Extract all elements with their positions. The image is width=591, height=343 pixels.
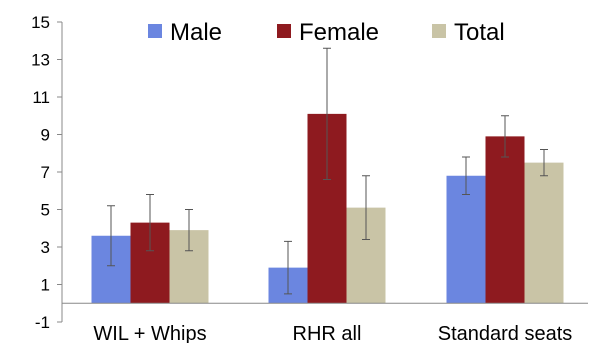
bar-male-2	[446, 175, 486, 304]
x-category-label: Standard seats	[438, 323, 573, 343]
y-tick-label: 13	[31, 51, 50, 70]
bar-total-2	[524, 162, 564, 304]
y-tick-label: 7	[41, 163, 50, 182]
y-tick-label: 15	[31, 13, 50, 32]
legend-label-total: Total	[454, 19, 505, 46]
x-category-label: WIL + Whips	[93, 323, 206, 343]
y-tick-label: -1	[35, 313, 50, 332]
x-category-label: RHR all	[293, 323, 362, 343]
y-tick-label: 11	[32, 88, 50, 107]
bar-female-2	[485, 136, 525, 304]
legend-swatch-female	[277, 24, 291, 38]
error-bars	[107, 47, 548, 295]
legend-swatch-male	[148, 24, 162, 38]
y-tick-label: 9	[41, 126, 50, 145]
x-axis: WIL + Whips RHR all Standard seats	[62, 302, 588, 343]
legend-swatch-total	[432, 24, 446, 38]
y-tick-label: 1	[41, 276, 50, 295]
legend-label-male: Male	[170, 19, 222, 46]
y-tick-label: 3	[41, 238, 50, 257]
legend: Male Female Total	[148, 19, 505, 46]
y-tick-label: 5	[41, 201, 50, 220]
legend-label-female: Female	[299, 19, 379, 46]
